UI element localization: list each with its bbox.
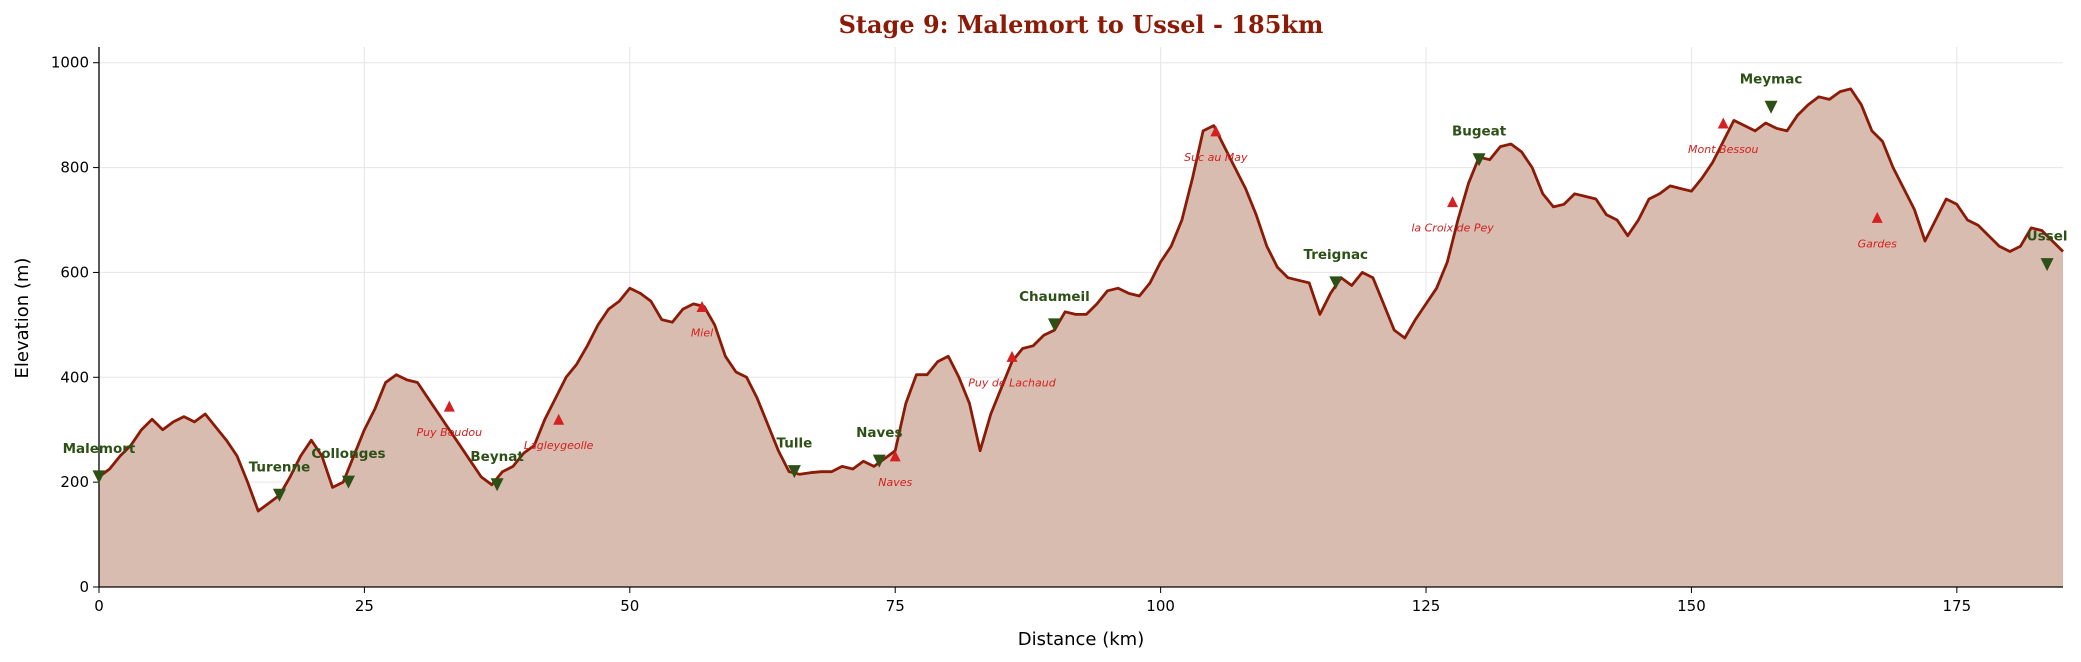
town-marker: [1047, 318, 1061, 332]
town-marker: [92, 470, 106, 484]
climb-markers: Puy Boudou Lagleygeolle Miel Naves Puy de La…: [417, 117, 1898, 489]
climb-marker: [553, 413, 565, 425]
climb-marker: [889, 450, 901, 462]
y-tick-label: 200: [60, 473, 89, 491]
x-tick-label: 25: [355, 597, 374, 615]
x-tick-label: 50: [620, 597, 639, 615]
town-marker: [1329, 276, 1343, 290]
climb-marker: [1717, 117, 1729, 129]
climb-marker: [1006, 350, 1018, 362]
town-label: Collonges: [311, 446, 385, 462]
town-label: Turenne: [249, 459, 311, 475]
chart-title: Stage 9: Malemort to Ussel - 185km: [839, 10, 1324, 39]
town-marker: [341, 475, 355, 489]
x-axis-ticks: 0 25 50 75 100 125 150 175: [94, 587, 1971, 615]
profile-line: [98, 87, 2064, 513]
town-marker: [787, 465, 801, 479]
climb-marker: [1447, 196, 1459, 208]
town-label: Chaumeil: [1019, 289, 1090, 305]
climb-label: Puy de Lachaud: [968, 376, 1056, 389]
y-tick-label: 1000: [51, 54, 89, 72]
town-label: Naves: [856, 425, 902, 441]
x-tick-label: 100: [1146, 597, 1175, 615]
axes: [98, 47, 2063, 588]
climb-label: Puy Boudou: [417, 426, 483, 439]
x-tick-label: 125: [1412, 597, 1441, 615]
town-marker: [2040, 258, 2054, 272]
town-marker: [490, 478, 504, 492]
climb-label: Miel: [691, 327, 713, 340]
profile-area: [98, 87, 2064, 588]
town-marker: [872, 454, 886, 468]
y-tick-label: 800: [60, 159, 89, 177]
x-tick-label: 150: [1677, 597, 1706, 615]
town-label: Malemort: [63, 441, 136, 457]
climb-label: Lagleygeolle: [524, 439, 594, 452]
town-marker: [1764, 100, 1778, 114]
profile-fill: [99, 88, 2063, 588]
climb-marker: [1871, 211, 1883, 223]
town-label: Beynat: [470, 449, 524, 465]
y-tick-label: 0: [79, 578, 89, 596]
town-label: Meymac: [1740, 71, 1803, 87]
climb-label: Mont Bessou: [1688, 143, 1759, 156]
x-tick-label: 175: [1943, 597, 1972, 615]
x-tick-label: 75: [886, 597, 905, 615]
y-tick-label: 400: [60, 368, 89, 386]
climb-label: la Croix de Pey: [1411, 222, 1494, 235]
town-label: Ussel: [2027, 229, 2068, 245]
x-tick-label: 0: [94, 597, 104, 615]
town-marker: [1472, 153, 1486, 167]
climb-label: Gardes: [1858, 237, 1898, 250]
climb-marker: [1210, 125, 1222, 137]
town-marker: [272, 488, 286, 502]
town-label: Treignac: [1304, 247, 1369, 263]
y-axis-ticks: 0 200 400 600 800 1000: [51, 54, 99, 596]
climb-label: Naves: [878, 476, 912, 489]
climb-label: Suc au May: [1184, 151, 1248, 164]
town-label: Tulle: [776, 436, 812, 452]
x-axis-label: Distance (km): [1018, 629, 1144, 650]
town-label: Bugeat: [1452, 124, 1507, 140]
climb-marker: [696, 301, 708, 313]
y-axis-label: Elevation (m): [12, 258, 33, 379]
climb-marker: [443, 400, 455, 412]
y-tick-label: 600: [60, 263, 89, 281]
